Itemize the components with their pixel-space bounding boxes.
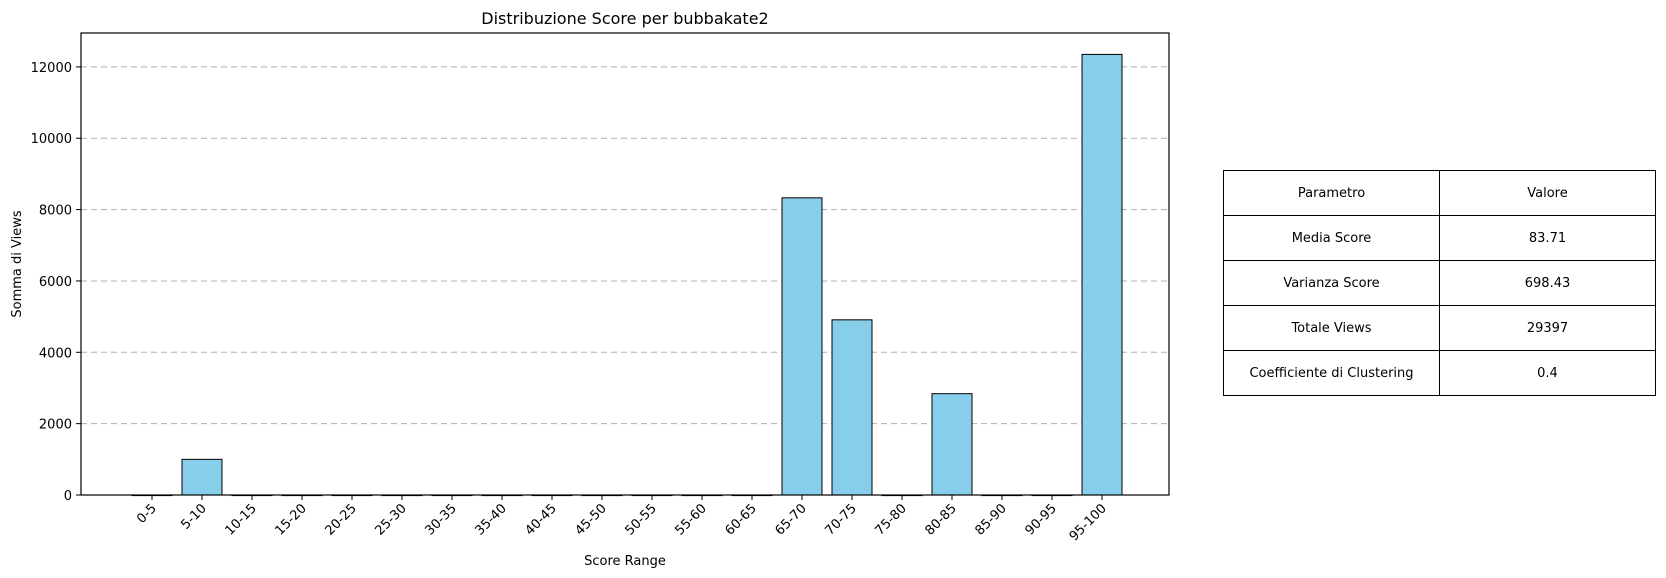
x-tick-label: 70-75 bbox=[823, 501, 860, 538]
table-cell: 698.43 bbox=[1439, 260, 1656, 306]
table-row: Media Score 83.71 bbox=[1223, 215, 1656, 261]
y-tick-label: 6000 bbox=[39, 275, 72, 290]
grid-lines bbox=[81, 66, 1169, 425]
table-cell: Media Score bbox=[1223, 215, 1440, 261]
x-axis: 0-5 5-10 10-15 15-20 20-25 25-30 30-35 35-40 40-… bbox=[134, 495, 1110, 544]
bar bbox=[931, 393, 973, 496]
table-cell: 83.71 bbox=[1439, 215, 1656, 261]
y-tick-label: 4000 bbox=[39, 346, 72, 361]
plot-frame bbox=[80, 32, 1170, 496]
table-cell: Varianza Score bbox=[1223, 260, 1440, 306]
x-tick-label: 10-15 bbox=[223, 501, 260, 538]
x-tick-label: 50-55 bbox=[623, 501, 660, 538]
x-tick-label: 60-65 bbox=[723, 501, 760, 538]
bar bbox=[181, 458, 223, 496]
table-row: Totale Views 29397 bbox=[1223, 305, 1656, 351]
bar bbox=[831, 319, 873, 496]
x-tick-label: 75-80 bbox=[873, 501, 910, 538]
x-tick-label: 20-25 bbox=[323, 501, 360, 538]
x-tick-label: 95-100 bbox=[1067, 501, 1110, 544]
y-axis-label: Somma di Views bbox=[10, 210, 25, 317]
y-axis: 0 2000 4000 6000 8000 10000 12000 bbox=[31, 61, 81, 504]
x-tick-label: 65-70 bbox=[773, 501, 810, 538]
y-tick-label: 10000 bbox=[31, 132, 72, 147]
x-tick-label: 0-5 bbox=[134, 501, 160, 527]
table-row: Varianza Score 698.43 bbox=[1223, 260, 1656, 306]
bars bbox=[131, 53, 1123, 497]
stats-table: Parametro Valore Media Score 83.71 Varia… bbox=[1223, 170, 1656, 396]
x-tick-label: 55-60 bbox=[673, 501, 710, 538]
table-header-row: Parametro Valore bbox=[1223, 170, 1656, 216]
table-row: Coefficiente di Clustering 0.4 bbox=[1223, 350, 1656, 396]
y-tick-label: 12000 bbox=[31, 61, 72, 76]
x-tick-label: 80-85 bbox=[923, 501, 960, 538]
x-tick-label: 30-35 bbox=[423, 501, 460, 538]
x-tick-label: 85-90 bbox=[973, 501, 1010, 538]
chart-title: Distribuzione Score per bubbakate2 bbox=[481, 9, 768, 28]
x-tick-label: 40-45 bbox=[523, 501, 560, 538]
y-tick-label: 0 bbox=[64, 489, 72, 504]
bar bbox=[1081, 53, 1123, 496]
x-tick-label: 45-50 bbox=[573, 501, 610, 538]
x-tick-label: 5-10 bbox=[178, 501, 209, 532]
table-cell: Coefficiente di Clustering bbox=[1223, 350, 1440, 396]
y-tick-label: 8000 bbox=[39, 204, 72, 219]
bar bbox=[781, 197, 823, 496]
y-tick-label: 2000 bbox=[39, 418, 72, 433]
x-tick-label: 35-40 bbox=[473, 501, 510, 538]
x-tick-label: 25-30 bbox=[373, 501, 410, 538]
x-tick-label: 15-20 bbox=[273, 501, 310, 538]
x-tick-label: 90-95 bbox=[1023, 501, 1060, 538]
table-cell: Totale Views bbox=[1223, 305, 1440, 351]
table-cell: 29397 bbox=[1439, 305, 1656, 351]
table-header-cell: Parametro bbox=[1223, 170, 1440, 216]
table-header-cell: Valore bbox=[1439, 170, 1656, 216]
x-axis-label: Score Range bbox=[584, 554, 666, 569]
table-cell: 0.4 bbox=[1439, 350, 1656, 396]
